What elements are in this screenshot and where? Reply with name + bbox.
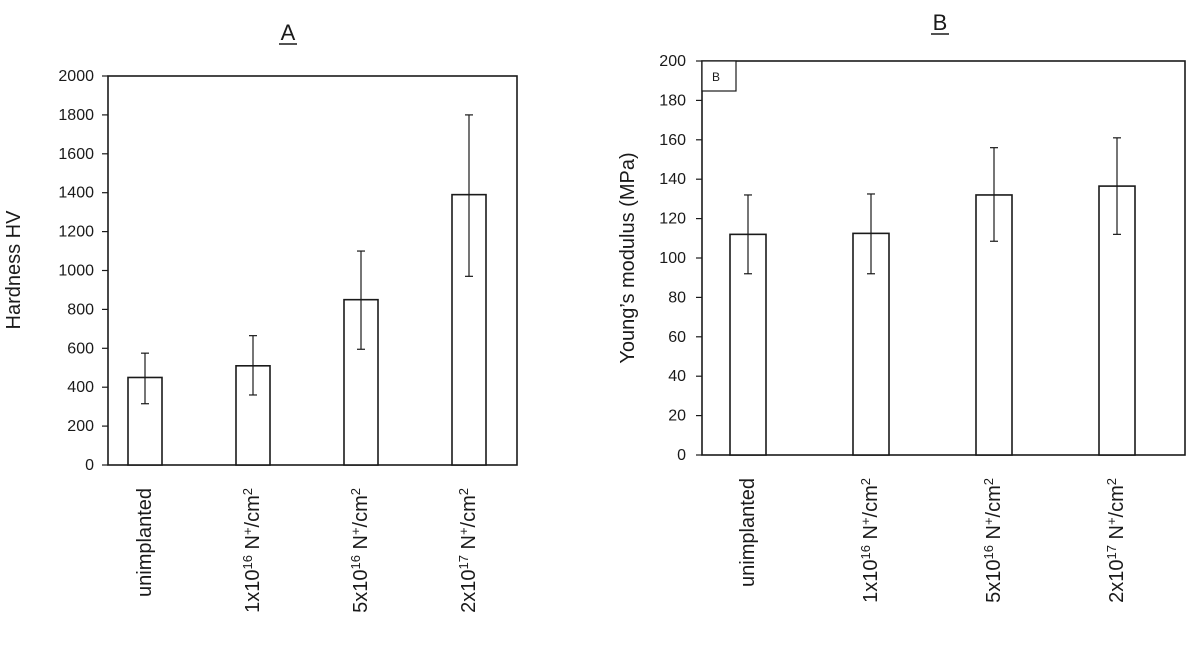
category-label-part: + (456, 527, 471, 535)
category-label-part: unimplanted (134, 488, 156, 597)
category-label-part: 2 (1104, 478, 1119, 485)
y-tick-label: 140 (659, 171, 686, 188)
category-label-part: 1x10 (242, 570, 264, 613)
category-label: 5x1016 N+/cm2 (981, 478, 1006, 603)
category-label-part: /cm (242, 495, 264, 527)
y-axis-title: Hardness HV (3, 210, 25, 330)
panel-a-chart: A 0 200 400 600 800 1000 1200 1400 1600 1800 2000 Ha… (3, 20, 518, 613)
y-tick-label: 40 (668, 368, 686, 385)
category-label: 1x1016 N+/cm2 (858, 478, 883, 603)
y-axis-title: Young’s modulus (MPa) (617, 152, 639, 363)
category-label: 2x1017 N+/cm2 (456, 488, 481, 613)
category-label-part: + (240, 527, 255, 535)
y-tick-label: 200 (659, 53, 686, 70)
category-label-part: /cm (458, 495, 480, 527)
y-tick-label: 80 (668, 289, 686, 306)
category-label-part: 16 (240, 555, 255, 569)
y-tick-label: 2000 (58, 68, 94, 85)
category-label-part: 16 (348, 555, 363, 569)
category-label-part: + (981, 517, 996, 525)
y-tick-label: 600 (67, 340, 94, 357)
y-tick-label: 1000 (58, 263, 94, 280)
y-tick-label: 100 (659, 250, 686, 267)
category-label-part: N (860, 525, 882, 545)
category-label-part: N (350, 535, 372, 555)
y-tick-label: 200 (67, 418, 94, 435)
y-tick-label: 800 (67, 301, 94, 318)
category-label-part: 5x10 (983, 560, 1005, 603)
y-tick-label: 180 (659, 92, 686, 109)
y-tick-label: 1600 (58, 146, 94, 163)
panel-title: A (281, 20, 296, 45)
y-tick-label: 160 (659, 132, 686, 149)
category-label-part: 5x10 (350, 570, 372, 613)
category-label-part: 2 (981, 478, 996, 485)
y-tick-label: 20 (668, 408, 686, 425)
category-label-part: /cm (860, 485, 882, 517)
category-label-part: + (1104, 517, 1119, 525)
category-label-part: N (983, 525, 1005, 545)
y-tick-label: 400 (67, 379, 94, 396)
category-label-part: 17 (1104, 545, 1119, 559)
y-tick-label: 1400 (58, 185, 94, 202)
category-label-part: /cm (1106, 485, 1128, 517)
category-label: unimplanted (134, 488, 156, 597)
y-tick-label: 0 (677, 447, 686, 464)
inset-label: B (712, 70, 720, 84)
category-label: 5x1016 N+/cm2 (348, 488, 373, 613)
category-label-part: 16 (858, 545, 873, 559)
category-label-part: N (242, 535, 264, 555)
category-label-part: 16 (981, 545, 996, 559)
panel-b-chart: B 0 20 40 60 80 100 120 140 160 180 200 Young’s modu… (617, 10, 1186, 603)
category-label-part: N (1106, 525, 1128, 545)
category-label-part: + (348, 527, 363, 535)
y-tick-label: 1800 (58, 107, 94, 124)
y-tick-label: 0 (85, 457, 94, 474)
category-label-part: N (458, 535, 480, 555)
inset-label-box (701, 60, 737, 92)
category-label-part: /cm (350, 495, 372, 527)
category-label-part: unimplanted (737, 478, 759, 587)
category-label-part: 2x10 (458, 570, 480, 613)
panel-title: B (933, 10, 948, 35)
category-label-part: 2 (348, 488, 363, 495)
category-label: 2x1017 N+/cm2 (1104, 478, 1129, 603)
y-tick-label: 60 (668, 329, 686, 346)
category-label-part: 17 (456, 555, 471, 569)
category-label-part: 2 (858, 478, 873, 485)
category-label-part: 2 (456, 488, 471, 495)
category-label-part: + (858, 517, 873, 525)
y-tick-label: 1200 (58, 224, 94, 241)
category-label-part: 1x10 (860, 560, 882, 603)
category-label-part: 2 (240, 488, 255, 495)
category-label: 1x1016 N+/cm2 (240, 488, 265, 613)
category-label-part: /cm (983, 485, 1005, 517)
category-label: unimplanted (737, 478, 759, 587)
category-label-part: 2x10 (1106, 560, 1128, 603)
y-tick-label: 120 (659, 211, 686, 228)
